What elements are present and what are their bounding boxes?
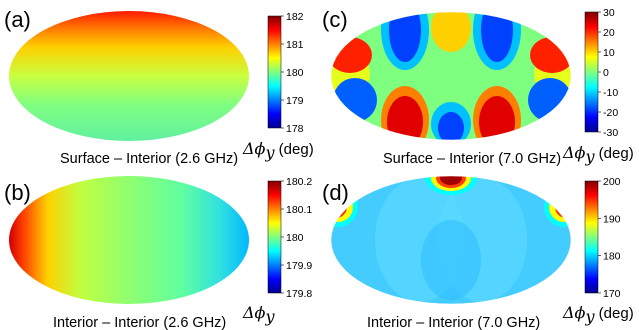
panel-label: (b) [4, 180, 31, 205]
colorbar-ticks: 180.2 180.1 180 179.9 179.8 [281, 176, 312, 300]
colorbar-tick-label: 180.2 [286, 176, 312, 188]
colorbar-tick-label: 179 [286, 95, 304, 107]
colorbar-tick-label: -20 [603, 107, 618, 119]
colorbar-tick-label: 30 [603, 7, 615, 19]
colorbar-tick-label: 190 [603, 213, 621, 225]
colorbar-tick-label: 178 [286, 123, 304, 135]
caption: Interior – Interior (2.6 GHz) [53, 315, 226, 330]
colorbar-tick-label: 179.9 [286, 260, 312, 272]
caption: Surface – Interior (2.6 GHz) [60, 151, 238, 167]
colorbar-tick-label: 181 [286, 39, 304, 51]
colorbar-ticks: 200 190 180 170 [598, 176, 621, 300]
colorbar [267, 180, 282, 294]
colorbar-tick-label: 0 [603, 67, 609, 79]
map-ellipse [9, 11, 249, 141]
heatmap-map [330, 175, 572, 305]
colorbar-tick-label: 179.8 [286, 288, 312, 300]
colorbar-tick-label: 180 [286, 232, 304, 244]
map-ellipse [330, 11, 572, 141]
colorbar [584, 11, 599, 133]
colorbar-tick-label: 10 [603, 47, 615, 59]
heatmap-map [9, 176, 249, 304]
panel-c: (c) [322, 7, 634, 167]
colorbar-label: Δϕy (deg) [562, 143, 634, 166]
heatmap-map [9, 11, 249, 141]
colorbar-label: Δϕy (deg) [242, 139, 314, 162]
colorbar-tick-label: 182 [286, 11, 304, 23]
caption: Surface – Interior (7.0 GHz) [383, 151, 561, 167]
colorbar-tick-label: 180.1 [286, 204, 312, 216]
colorbar-tick-label: 170 [603, 288, 621, 300]
colorbar-label: Δϕy (deg) [562, 303, 634, 326]
colorbar-ticks: 30 20 10 0 -10 -20 -30 [598, 7, 618, 139]
caption: Interior – Interior (7.0 GHz) [367, 315, 540, 330]
heatmap-map [330, 11, 572, 141]
map-ellipse [9, 176, 249, 304]
colorbar [584, 180, 599, 294]
colorbar-tick-label: 180 [603, 251, 621, 263]
panel-b: (b) 180.2 180.1 180 179.9 179.8 Interior – I… [4, 176, 312, 330]
panel-label: (d) [322, 180, 349, 205]
colorbar [267, 15, 282, 129]
panel-label: (c) [322, 7, 348, 32]
panel-a: (a) 182 181 180 179 178 Surface – Interior (… [4, 7, 314, 167]
map-ellipse [330, 175, 572, 305]
colorbar-label: Δϕy [242, 303, 275, 326]
colorbar-tick-label: 20 [603, 27, 615, 39]
colorbar-ticks: 182 181 180 179 178 [281, 11, 304, 135]
colorbar-tick-label: 200 [603, 176, 621, 188]
colorbar-tick-label: -10 [603, 87, 618, 99]
panel-label: (a) [4, 7, 31, 32]
colorbar-tick-label: -30 [603, 127, 618, 139]
colorbar-tick-label: 180 [286, 67, 304, 79]
